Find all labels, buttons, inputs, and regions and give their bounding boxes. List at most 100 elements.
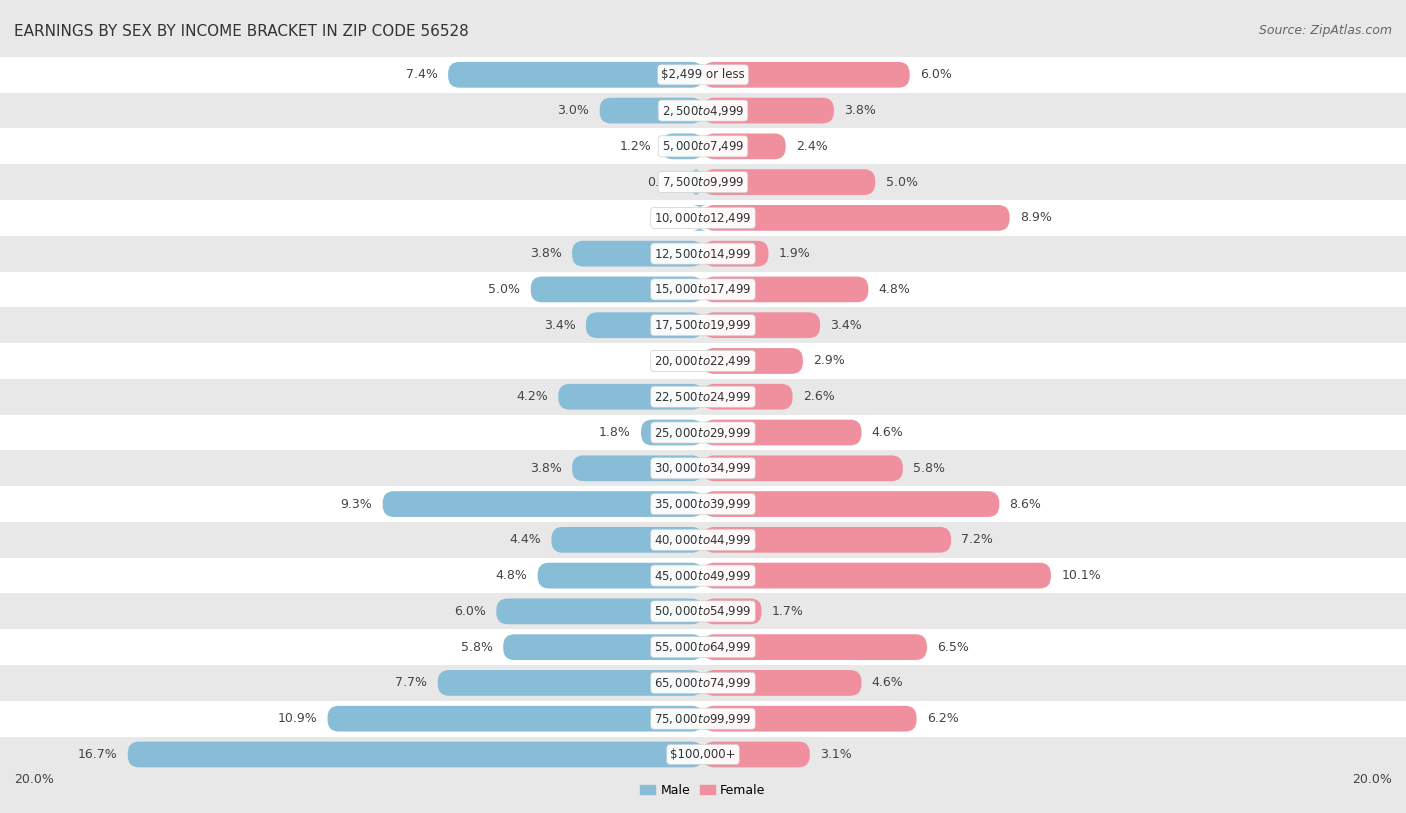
FancyBboxPatch shape bbox=[703, 455, 903, 481]
Text: $25,000 to $29,999: $25,000 to $29,999 bbox=[654, 425, 752, 440]
Text: 1.7%: 1.7% bbox=[772, 605, 804, 618]
Text: 6.5%: 6.5% bbox=[938, 641, 969, 654]
Text: $100,000+: $100,000+ bbox=[671, 748, 735, 761]
Text: $15,000 to $17,499: $15,000 to $17,499 bbox=[654, 282, 752, 297]
Bar bbox=[0, 415, 1406, 450]
FancyBboxPatch shape bbox=[537, 563, 703, 589]
FancyBboxPatch shape bbox=[703, 527, 950, 553]
FancyBboxPatch shape bbox=[703, 348, 803, 374]
Bar bbox=[0, 307, 1406, 343]
Bar bbox=[0, 164, 1406, 200]
Text: 2.9%: 2.9% bbox=[813, 354, 845, 367]
FancyBboxPatch shape bbox=[703, 670, 862, 696]
Bar bbox=[0, 629, 1406, 665]
Text: 4.6%: 4.6% bbox=[872, 426, 904, 439]
Text: 7.2%: 7.2% bbox=[962, 533, 993, 546]
Bar bbox=[0, 701, 1406, 737]
Text: 2.6%: 2.6% bbox=[803, 390, 835, 403]
Bar bbox=[0, 558, 1406, 593]
Text: 1.9%: 1.9% bbox=[779, 247, 810, 260]
Text: EARNINGS BY SEX BY INCOME BRACKET IN ZIP CODE 56528: EARNINGS BY SEX BY INCOME BRACKET IN ZIP… bbox=[14, 24, 468, 39]
FancyBboxPatch shape bbox=[703, 98, 834, 124]
FancyBboxPatch shape bbox=[558, 384, 703, 410]
Text: 9.3%: 9.3% bbox=[340, 498, 373, 511]
FancyBboxPatch shape bbox=[703, 241, 769, 267]
FancyBboxPatch shape bbox=[703, 205, 1010, 231]
Text: $5,000 to $7,499: $5,000 to $7,499 bbox=[662, 139, 744, 154]
Text: 20.0%: 20.0% bbox=[14, 773, 53, 786]
FancyBboxPatch shape bbox=[703, 634, 927, 660]
Text: 3.8%: 3.8% bbox=[530, 462, 562, 475]
FancyBboxPatch shape bbox=[692, 205, 707, 231]
FancyBboxPatch shape bbox=[703, 491, 1000, 517]
FancyBboxPatch shape bbox=[503, 634, 703, 660]
Text: 5.0%: 5.0% bbox=[886, 176, 918, 189]
Text: 4.6%: 4.6% bbox=[872, 676, 904, 689]
FancyBboxPatch shape bbox=[449, 62, 703, 88]
FancyBboxPatch shape bbox=[328, 706, 703, 732]
FancyBboxPatch shape bbox=[703, 741, 810, 767]
Text: 6.2%: 6.2% bbox=[927, 712, 959, 725]
Bar bbox=[0, 522, 1406, 558]
Text: 7.4%: 7.4% bbox=[406, 68, 437, 81]
FancyBboxPatch shape bbox=[641, 420, 703, 446]
Bar bbox=[0, 665, 1406, 701]
FancyBboxPatch shape bbox=[703, 384, 793, 410]
FancyBboxPatch shape bbox=[551, 527, 703, 553]
FancyBboxPatch shape bbox=[703, 563, 1050, 589]
Bar bbox=[0, 128, 1406, 164]
FancyBboxPatch shape bbox=[382, 491, 703, 517]
Text: 3.8%: 3.8% bbox=[844, 104, 876, 117]
Text: $22,500 to $24,999: $22,500 to $24,999 bbox=[654, 389, 752, 404]
Text: $50,000 to $54,999: $50,000 to $54,999 bbox=[654, 604, 752, 619]
Text: $7,500 to $9,999: $7,500 to $9,999 bbox=[662, 175, 744, 189]
FancyBboxPatch shape bbox=[572, 241, 703, 267]
Text: 2.4%: 2.4% bbox=[796, 140, 828, 153]
FancyBboxPatch shape bbox=[599, 98, 703, 124]
Text: $20,000 to $22,499: $20,000 to $22,499 bbox=[654, 354, 752, 368]
Text: 0.4%: 0.4% bbox=[647, 176, 679, 189]
Text: 7.7%: 7.7% bbox=[395, 676, 427, 689]
FancyBboxPatch shape bbox=[703, 133, 786, 159]
Text: 0.2%: 0.2% bbox=[654, 211, 686, 224]
Text: 0.0%: 0.0% bbox=[661, 354, 693, 367]
Bar bbox=[0, 737, 1406, 772]
Bar bbox=[0, 93, 1406, 128]
FancyBboxPatch shape bbox=[531, 276, 703, 302]
Text: Source: ZipAtlas.com: Source: ZipAtlas.com bbox=[1258, 24, 1392, 37]
Text: 10.9%: 10.9% bbox=[277, 712, 318, 725]
Bar bbox=[0, 57, 1406, 93]
Bar bbox=[0, 379, 1406, 415]
Text: $45,000 to $49,999: $45,000 to $49,999 bbox=[654, 568, 752, 583]
Text: $10,000 to $12,499: $10,000 to $12,499 bbox=[654, 211, 752, 225]
Text: 6.0%: 6.0% bbox=[454, 605, 486, 618]
Text: 3.8%: 3.8% bbox=[530, 247, 562, 260]
FancyBboxPatch shape bbox=[128, 741, 703, 767]
Bar bbox=[0, 486, 1406, 522]
FancyBboxPatch shape bbox=[703, 312, 820, 338]
FancyBboxPatch shape bbox=[703, 276, 869, 302]
Text: $12,500 to $14,999: $12,500 to $14,999 bbox=[654, 246, 752, 261]
Text: 3.1%: 3.1% bbox=[820, 748, 852, 761]
Text: $55,000 to $64,999: $55,000 to $64,999 bbox=[654, 640, 752, 654]
Bar bbox=[0, 343, 1406, 379]
Text: 5.0%: 5.0% bbox=[488, 283, 520, 296]
FancyBboxPatch shape bbox=[703, 169, 875, 195]
Text: 16.7%: 16.7% bbox=[77, 748, 117, 761]
Bar bbox=[0, 236, 1406, 272]
Text: 4.2%: 4.2% bbox=[516, 390, 548, 403]
FancyBboxPatch shape bbox=[586, 312, 703, 338]
Text: 10.1%: 10.1% bbox=[1062, 569, 1101, 582]
FancyBboxPatch shape bbox=[703, 420, 862, 446]
Text: 1.8%: 1.8% bbox=[599, 426, 631, 439]
Text: $40,000 to $44,999: $40,000 to $44,999 bbox=[654, 533, 752, 547]
Text: 4.8%: 4.8% bbox=[879, 283, 911, 296]
Text: $2,500 to $4,999: $2,500 to $4,999 bbox=[662, 103, 744, 118]
Text: 6.0%: 6.0% bbox=[920, 68, 952, 81]
Text: $75,000 to $99,999: $75,000 to $99,999 bbox=[654, 711, 752, 726]
Text: 3.4%: 3.4% bbox=[544, 319, 575, 332]
Text: $65,000 to $74,999: $65,000 to $74,999 bbox=[654, 676, 752, 690]
Text: $30,000 to $34,999: $30,000 to $34,999 bbox=[654, 461, 752, 476]
Bar bbox=[0, 450, 1406, 486]
Text: 1.2%: 1.2% bbox=[620, 140, 651, 153]
